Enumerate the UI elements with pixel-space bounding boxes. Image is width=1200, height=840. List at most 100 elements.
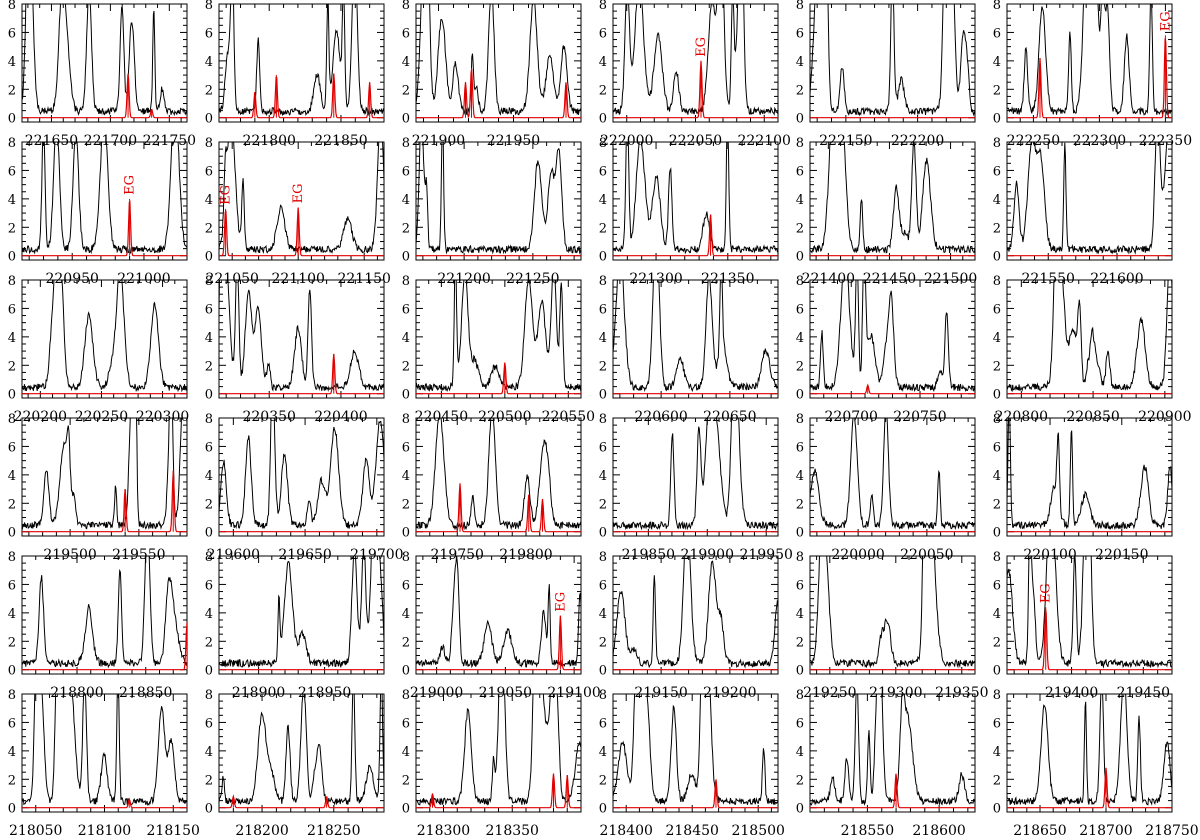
panel-frame [1006,555,1173,675]
x-tick-label: 218550 [841,823,894,839]
y-tick-label: 2 [993,773,1001,788]
observed-spectrum-line [1007,4,1172,116]
y-tick-label: 0 [599,250,607,265]
observed-spectrum-line [416,556,581,669]
observed-spectrum-line [1007,142,1172,255]
panel-frame [1006,3,1173,123]
x-tick-label: 219600 [207,547,260,563]
y-tick-label: 4 [205,331,213,346]
y-tick-label: 8 [796,550,804,565]
observed-spectrum-line [22,556,187,669]
x-tick-label: 221100 [271,271,324,287]
y-tick-label: 0 [402,388,410,403]
y-tick-label: 2 [796,83,804,98]
x-tick-label: 218900 [232,685,285,701]
y-tick-label: 8 [796,688,804,703]
x-tick-label: 220150 [1095,547,1148,563]
y-tick-label: 2 [993,359,1001,374]
observed-spectrum-line [22,418,187,530]
y-tick-label: 0 [796,664,804,679]
y-tick-label: 6 [796,440,804,455]
y-tick-label: 6 [993,26,1001,41]
y-tick-label: 2 [796,359,804,374]
x-tick-label: 218350 [486,823,539,839]
model-spectrum-line [416,68,581,119]
observed-spectrum-line [22,694,187,806]
y-tick-label: 8 [402,0,410,13]
panel-5: 0 2 4 6 8 222150 222200 [796,0,976,149]
y-tick-label: 0 [8,526,16,541]
y-tick-label: 4 [796,55,804,70]
panel-frame [612,417,779,537]
x-tick-label: 219650 [278,547,331,563]
y-tick-label: 2 [205,221,213,236]
model-spectrum-line [219,794,384,809]
y-tick-label: 2 [993,221,1001,236]
x-tick-label: 222350 [1139,133,1192,149]
observed-spectrum-line [1007,418,1172,531]
observed-spectrum-line [219,142,384,255]
y-tick-label: 4 [796,607,804,622]
y-tick-label: 0 [205,112,213,127]
y-tick-label: 8 [402,412,410,427]
x-tick-label: 221850 [314,133,367,149]
observed-spectrum-line [416,694,581,807]
x-tick-label: 221750 [143,133,196,149]
y-tick-label: 8 [8,274,16,289]
y-tick-label: 8 [993,274,1001,289]
x-tick-label: 219450 [1117,685,1170,701]
y-tick-label: 6 [205,26,213,41]
y-tick-label: 2 [796,221,804,236]
x-tick-label: 221400 [802,271,855,287]
x-tick-label: 222300 [1073,133,1126,149]
y-tick-label: 6 [8,440,16,455]
eg-label: EG [291,184,306,204]
panel-2: 0 2 4 6 8 221800 221850 [205,0,385,149]
panel-23: 0 2 4 6 8 220000 220050 [796,412,976,563]
x-tick-label: 220700 [825,409,878,425]
x-tick-label: 218400 [599,823,652,839]
y-tick-label: 8 [993,0,1001,13]
y-tick-label: 8 [599,0,607,13]
x-tick-label: 219200 [703,685,756,701]
y-tick-label: 0 [993,526,1001,541]
x-tick-label: 221050 [205,271,258,287]
y-tick-label: 6 [796,26,804,41]
x-tick-label: 222100 [738,133,791,149]
x-tick-label: 221800 [242,133,295,149]
panel-frame [218,693,385,813]
y-tick-label: 8 [205,0,213,13]
y-tick-label: 2 [993,635,1001,650]
panel-25: 0 2 4 6 8 218800 218850 [8,550,188,701]
x-tick-label: 220350 [242,409,295,425]
observed-spectrum-line [416,4,581,116]
x-tick-label: 221650 [25,133,78,149]
panel-frame [21,417,188,537]
y-tick-label: 0 [599,526,607,541]
y-tick-label: 2 [402,83,410,98]
y-tick-label: 2 [8,83,16,98]
y-tick-label: 2 [8,635,16,650]
panel-frame [21,141,188,261]
y-tick-label: 6 [8,164,16,179]
y-tick-label: 2 [8,359,16,374]
y-tick-label: 0 [796,250,804,265]
y-tick-label: 2 [402,635,410,650]
panel-frame [809,417,976,537]
panel-7: 0 2 4 6 8 220950 221000 EG [8,136,188,287]
panel-frame [218,417,385,537]
eg-label: EG [553,592,568,612]
y-tick-label: 8 [205,550,213,565]
y-tick-label: 6 [796,578,804,593]
x-tick-label: 220850 [1066,409,1119,425]
observed-spectrum-line [613,694,778,806]
y-tick-label: 8 [8,412,16,427]
observed-spectrum-line [613,280,778,392]
y-tick-label: 6 [993,440,1001,455]
x-tick-label: 218700 [1079,823,1132,839]
x-tick-label: 221450 [863,271,916,287]
y-tick-label: 0 [599,388,607,403]
observed-spectrum-line [810,694,975,806]
